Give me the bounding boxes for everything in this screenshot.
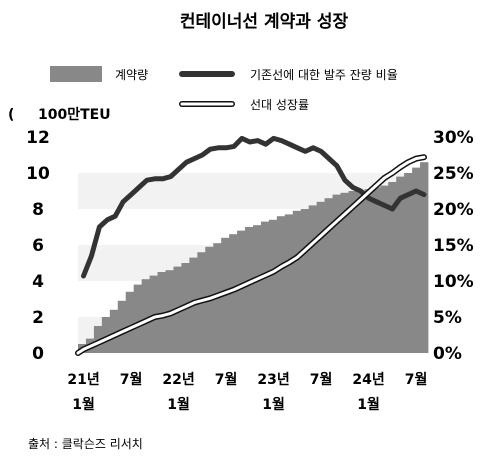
bar (340, 192, 349, 353)
y-left-unit-open-paren: ( (8, 107, 14, 123)
bar (229, 234, 238, 353)
bar (292, 210, 302, 353)
line-series (75, 135, 427, 356)
bar (388, 182, 397, 353)
y-right-tick-label: 25% (433, 164, 474, 184)
y-left-tick-label: 2 (32, 308, 44, 328)
x-tick-label: 7월 (120, 371, 143, 388)
bar (109, 309, 119, 353)
bar (157, 272, 166, 353)
bar (412, 167, 421, 353)
chart-title: 컨테이너선 계약과 성장 (180, 11, 349, 32)
y-left-tick-label: 6 (32, 236, 44, 256)
legend-label-backlog-line: 기존선에 대한 발주 잔량 비율 (250, 68, 398, 82)
bar (332, 194, 341, 353)
legend-swatch-bars (50, 66, 102, 82)
bar (237, 230, 246, 353)
y-right-tick-label: 15% (433, 236, 474, 256)
x-tick-label: 21년 (67, 372, 99, 388)
bar (396, 176, 405, 353)
bar (404, 173, 413, 353)
bar (260, 221, 270, 353)
bar (253, 225, 262, 353)
source-note: 출처 : 클락슨즈 리서치 (28, 437, 143, 451)
bar (268, 219, 278, 353)
x-tick-label: 7월 (215, 371, 238, 388)
x-tick-label: 7월 (405, 371, 428, 388)
bar (324, 198, 333, 353)
x-tick-label: 23년 (257, 372, 289, 388)
axis-ticks: 0 2 4 6 8 10 12 0% 5% 10% 15% 20% 25% 30% 21년 1월 7월 22년 1월… (26, 128, 474, 413)
x-tick-label: 22년 (162, 372, 194, 388)
y-left-unit-label: 100만TEU (38, 107, 111, 123)
y-right-tick-label: 30% (433, 128, 474, 148)
bar (284, 214, 294, 353)
bar (308, 205, 318, 353)
y-left-tick-label: 0 (32, 344, 44, 364)
y-left-tick-label: 10 (26, 164, 50, 184)
bar (93, 326, 103, 353)
bar (316, 201, 325, 353)
x-tick-label-line2: 1월 (72, 396, 95, 413)
y-left-tick-label: 12 (26, 128, 50, 148)
y-right-tick-label: 5% (433, 308, 462, 328)
bar (420, 162, 429, 353)
bar (117, 300, 127, 353)
y-right-tick-label: 0% (433, 344, 462, 364)
bar (300, 209, 310, 353)
bar (245, 227, 254, 353)
bar (348, 191, 357, 353)
bar (372, 187, 381, 353)
fleet-growth-line (76, 155, 426, 355)
bar (141, 279, 150, 353)
x-tick-label: 7월 (310, 371, 333, 388)
bar (380, 185, 389, 353)
y-left-tick-label: 4 (32, 272, 44, 292)
bar (364, 189, 373, 353)
x-tick-label-line2: 1월 (262, 396, 285, 413)
bar (356, 191, 365, 353)
y-left-tick-label: 8 (32, 200, 44, 220)
x-tick-label: 24년 (352, 372, 384, 388)
bar (276, 216, 286, 353)
y-right-tick-label: 10% (433, 272, 474, 292)
bar (125, 291, 135, 353)
x-tick-label-line2: 1월 (357, 396, 380, 413)
x-tick-label-line2: 1월 (167, 396, 190, 413)
legend-label-growth-line: 선대 성장률 (250, 98, 309, 112)
legend-label-bars: 계약량 (115, 67, 148, 82)
bar (133, 284, 143, 353)
bar (101, 317, 111, 353)
y-right-tick-label: 20% (433, 200, 474, 220)
